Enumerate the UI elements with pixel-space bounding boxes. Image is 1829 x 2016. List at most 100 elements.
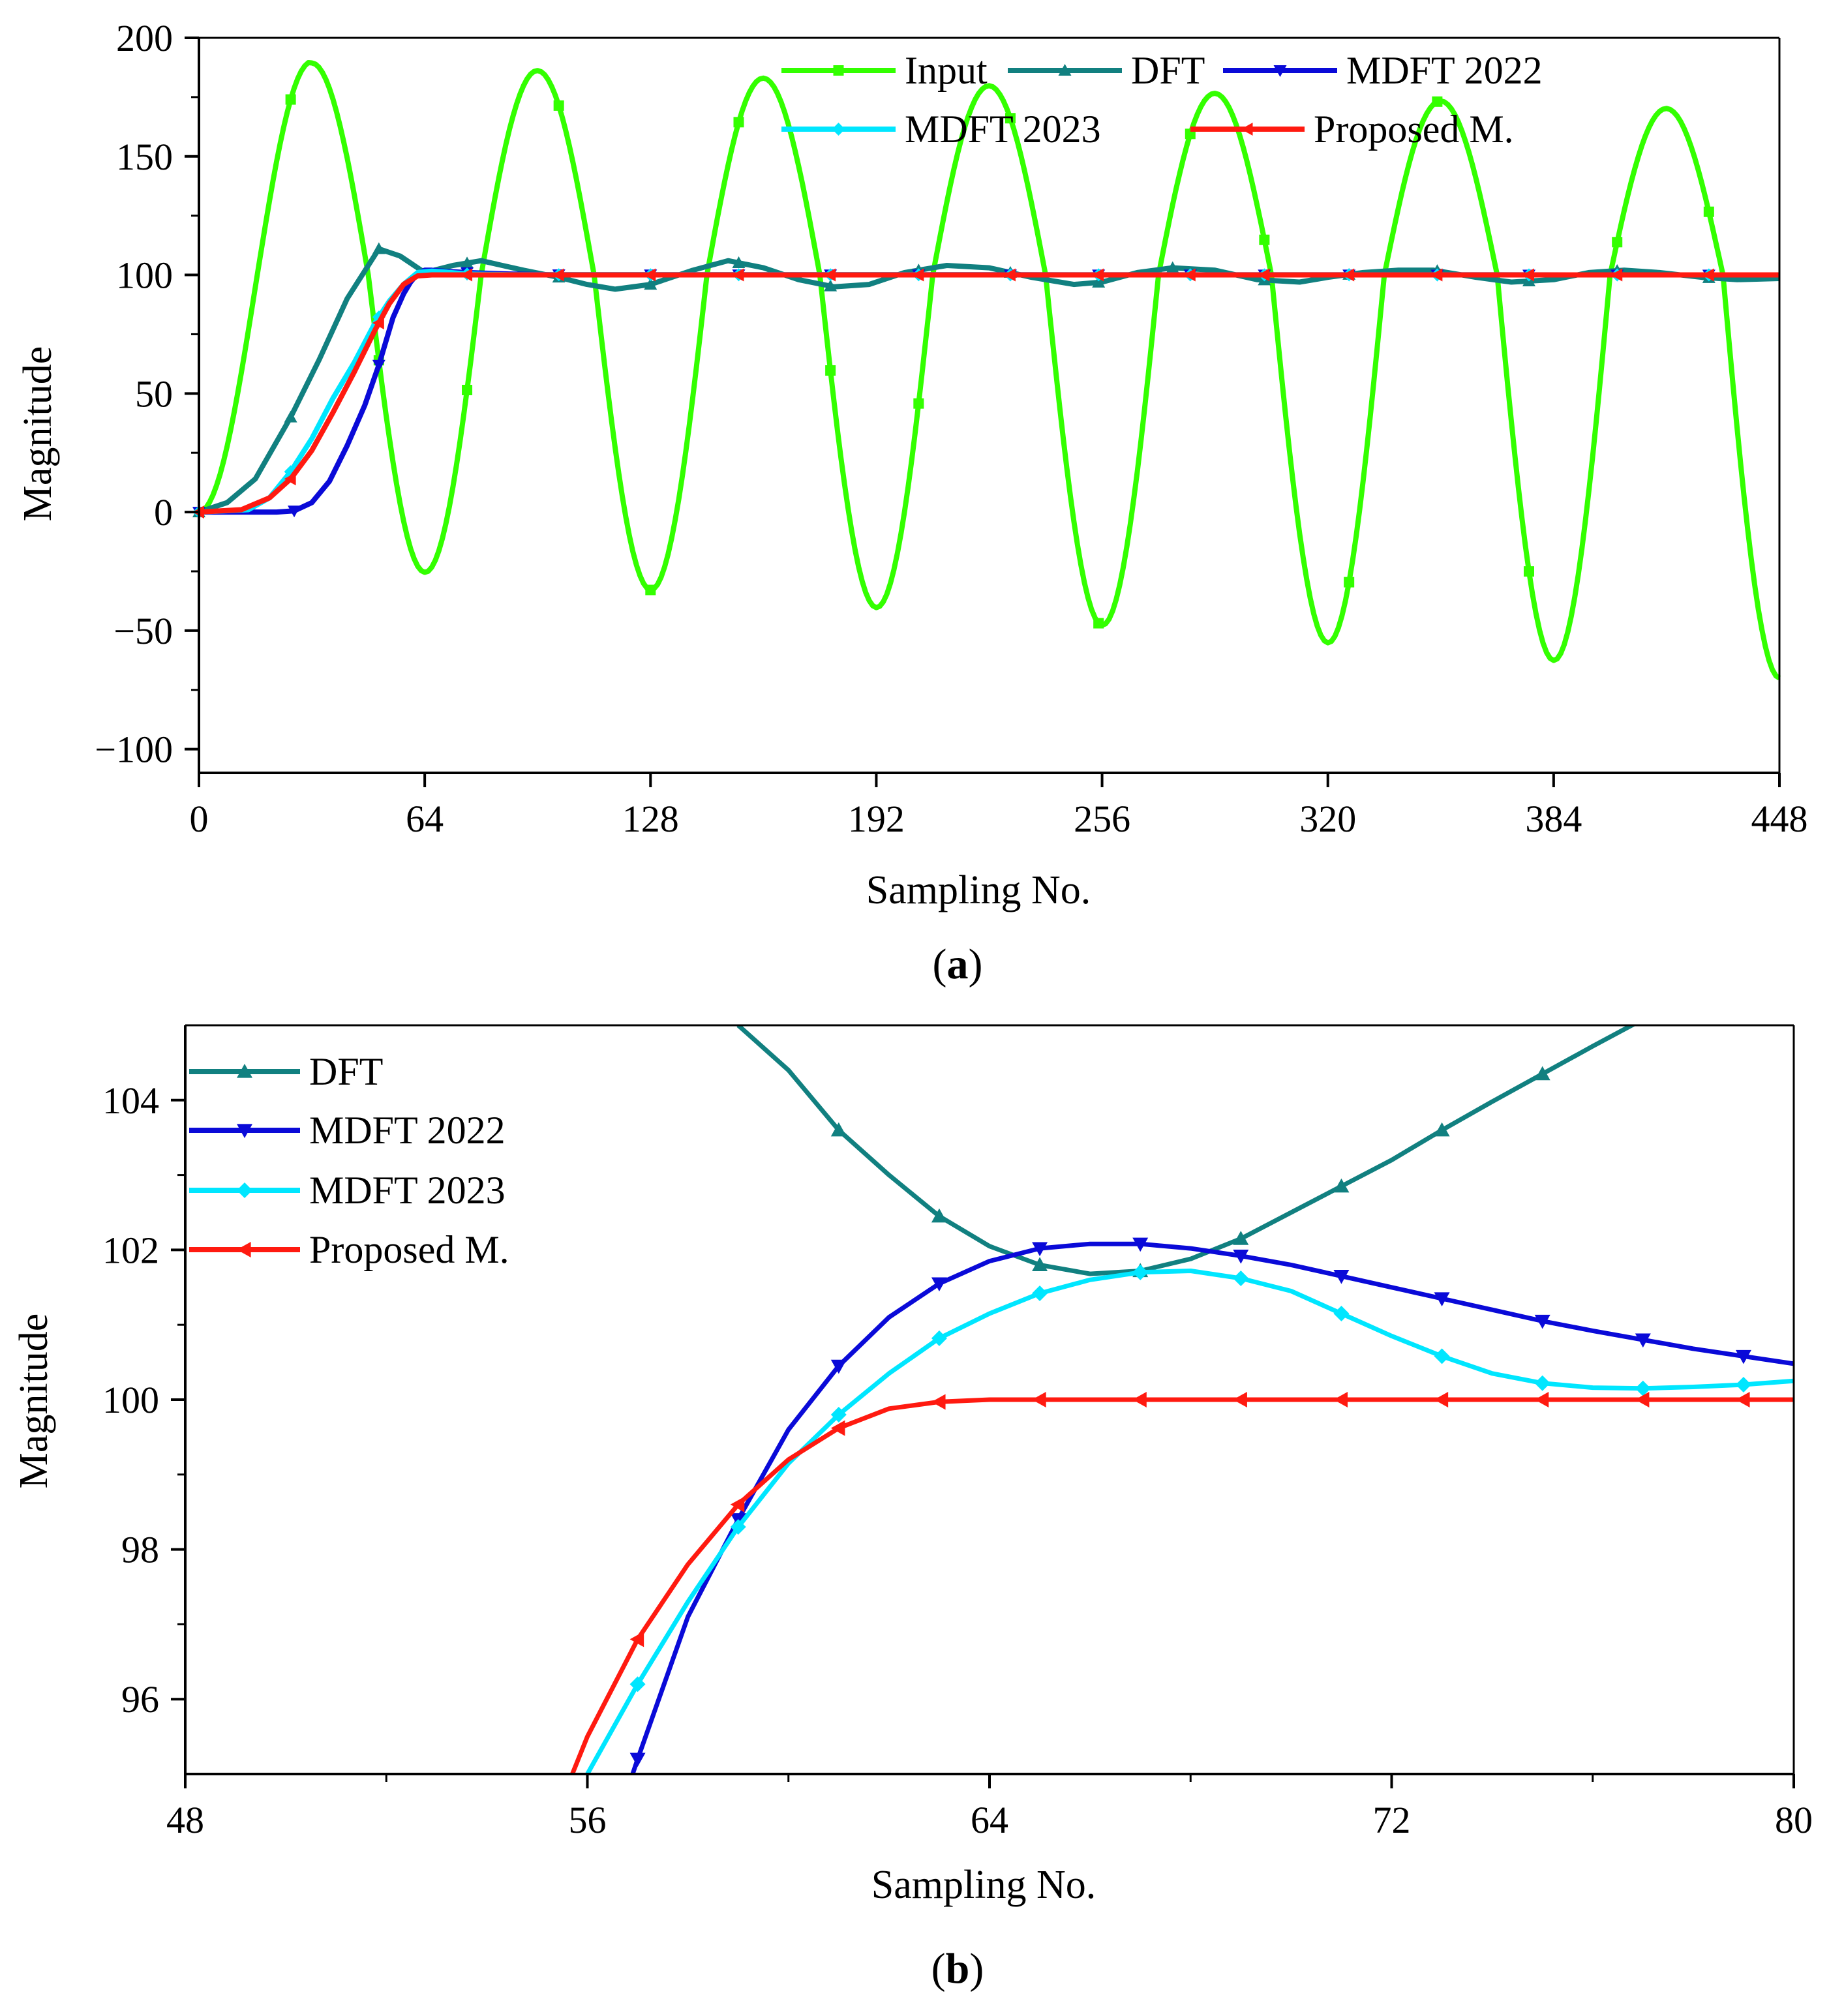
legend-marker [832,123,845,136]
x-tick-label: 80 [1775,1799,1813,1841]
legend-label: MDFT 2022 [1346,49,1543,92]
x-tick-label: 384 [1525,798,1582,840]
x-tick-label: 56 [569,1799,607,1841]
legend-marker [237,1182,252,1198]
marker-dft [461,256,474,269]
marker-mdft-2022 [1233,1249,1249,1264]
legend-label: DFT [309,1050,383,1093]
legend-item-proposed-m: Proposed M. [189,1228,509,1271]
marker-input [1432,96,1443,107]
marker-mdft-2022 [830,1359,847,1374]
marker-proposed-m [824,268,836,282]
marker-input [1703,206,1714,217]
marker-mdft-2022 [372,359,385,372]
panel-a-axes: 0 64 128 192 256 320 384 448 −100 −50 0 50 100 150 200 [95,17,1807,840]
legend-item-dft: DFT [1008,49,1205,92]
marker-mdft-2023 [830,1406,847,1422]
legend-label: MDFT 2023 [309,1169,506,1212]
legend-marker [237,1064,252,1078]
marker-input [825,365,836,376]
marker-mdft-2022 [629,1753,646,1768]
marker-proposed-m [284,472,296,486]
legend-item-mdft-2023: MDFT 2023 [781,108,1101,151]
series-line-dft [198,246,1780,515]
marker-mdft-2022 [288,505,301,518]
panel-b-caption: (b) [931,1945,984,1993]
series-line-mdft-2023 [585,1269,1794,1774]
marker-proposed-m [461,268,473,282]
series-line-mdft-2022 [199,267,1780,515]
legend-item-dft: DFT [189,1050,383,1093]
marker-proposed-m [552,268,564,282]
marker-mdft-2023 [1132,1264,1149,1280]
marker-mdft-2022 [1735,1349,1751,1364]
marker-input [1005,113,1016,124]
legend-label: Input [905,49,988,92]
panel-a-series [192,60,1781,680]
marker-proposed-m [1233,1392,1247,1407]
marker-proposed-m [1702,268,1714,282]
marker-mdft-2023 [1534,1375,1550,1391]
marker-input [1612,237,1623,248]
y-tick-label: 0 [154,491,173,534]
series-line-input [198,60,1781,680]
marker-proposed-m [629,1631,644,1647]
y-tick-label: 200 [116,17,173,59]
marker-mdft-2022 [931,1277,947,1292]
marker-mdft-2023 [1635,1380,1651,1396]
y-tick-label: 50 [135,372,173,415]
panel-b-axes: 48 56 64 72 80 96 98 100 102 104 [102,1024,1813,1841]
panel-b-series [570,1025,1794,1774]
legend-marker [833,65,844,76]
marker-proposed-m [1183,268,1196,282]
panel-a-caption-letter: a [947,940,969,988]
marker-input [462,384,473,395]
marker-mdft-2022 [1333,1269,1350,1284]
x-tick-label: 128 [622,798,679,840]
marker-input [733,117,744,128]
legend-marker [1058,64,1072,76]
marker-proposed-m [1342,268,1355,282]
y-tick-label: 102 [102,1229,159,1271]
marker-proposed-m [830,1420,845,1436]
x-tick-label: 72 [1373,1799,1411,1841]
marker-proposed-m [912,268,924,282]
legend-marker [1273,65,1287,77]
panel-b-caption-letter: b [946,1945,970,1993]
marker-dft [1333,1178,1350,1193]
marker-mdft-2023 [1233,1271,1249,1287]
panel-b-x-axis-label: Sampling No. [871,1863,1096,1907]
panel-a-x-axis-label: Sampling No. [866,868,1091,912]
series-line-proposed-m [570,1397,1794,1774]
marker-proposed-m [1032,1392,1046,1407]
legend-marker [1241,123,1253,136]
marker-mdft-2022 [1032,1242,1048,1257]
series-line-dft [736,1025,1637,1276]
x-tick-label: 448 [1751,798,1808,840]
marker-proposed-m [1258,268,1270,282]
x-tick-label: 0 [190,798,209,840]
y-tick-label: −50 [113,610,173,652]
marker-dft [1166,261,1179,273]
marker-mdft-2023 [629,1676,646,1693]
marker-input [1344,577,1355,588]
x-tick-label: 64 [406,798,444,840]
marker-dft [284,410,297,423]
legend-item-proposed-m: Proposed M. [1190,108,1514,151]
marker-proposed-m [1610,268,1623,282]
marker-dft [372,242,385,254]
marker-proposed-m [1735,1392,1750,1407]
marker-mdft-2023 [931,1330,947,1346]
series-line-mdft-2022 [630,1241,1794,1774]
marker-proposed-m [1534,1392,1549,1407]
marker-input [1093,618,1104,629]
marker-mdft-2022 [1132,1237,1149,1252]
series-line-proposed-m [198,272,1779,515]
y-tick-label: 150 [116,136,173,178]
marker-dft [732,256,746,269]
panel-a-legend: Input DFT MDFT 2022 MDFT 2023 Proposed M. [781,49,1543,151]
y-tick-label: 96 [121,1678,159,1721]
x-tick-label: 48 [166,1799,204,1841]
marker-proposed-m [1092,268,1104,282]
x-tick-label: 320 [1299,798,1356,840]
